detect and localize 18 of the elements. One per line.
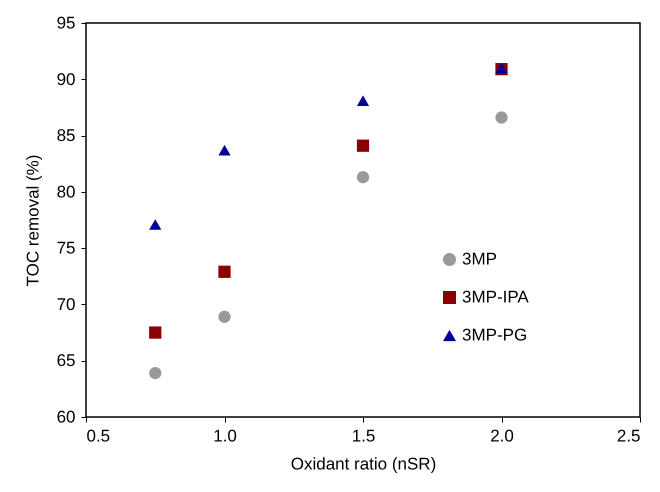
y-tick-label: 90 [56,70,76,89]
legend-label: 3MP-IPA [462,288,530,306]
y-tick-label: 65 [56,351,76,370]
x-tick-label: 2.0 [490,426,514,446]
y-tick-label: 80 [56,182,76,202]
y-tick-label: 95 [56,14,76,32]
legend-label: 3MP [462,250,497,268]
x-tick-label: 2.5 [616,426,640,446]
y-tick-label: 70 [56,294,76,314]
y-tick-label: 75 [56,238,76,258]
y-tick-label: 60 [56,408,76,426]
legend-label: 3MP-PG [462,326,528,344]
y-tick-label: 85 [56,126,76,146]
x-tick-label: 1.5 [352,426,376,446]
x-tick-label: 1.0 [213,426,237,446]
x-tick-label: 0.5 [86,426,110,446]
y-axis-title: TOC removal (%) [24,154,43,286]
x-axis-title: Oxidant ratio (nSR) [290,454,436,474]
